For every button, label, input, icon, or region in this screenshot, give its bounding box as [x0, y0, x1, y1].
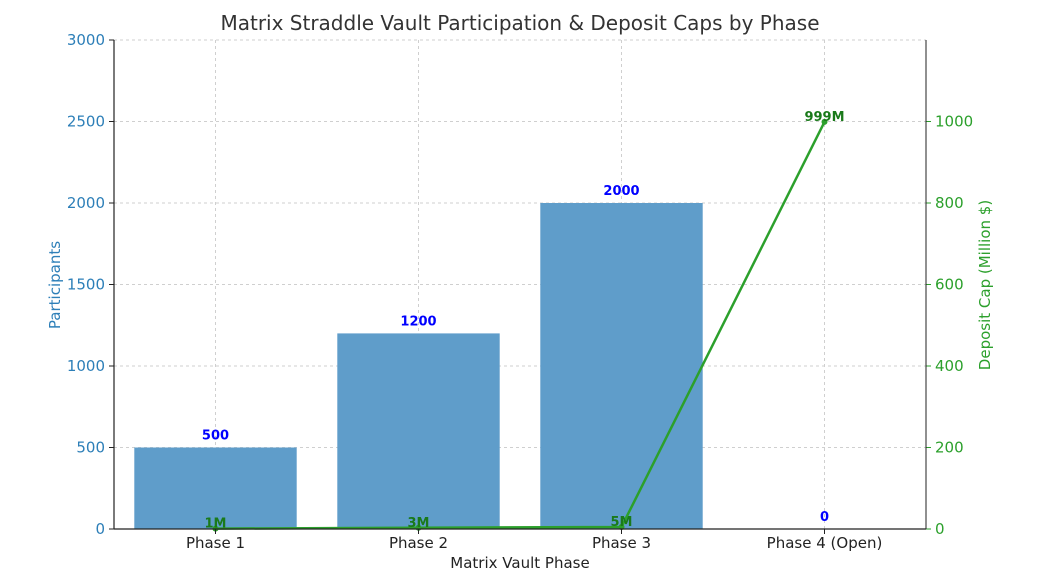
bar-value-label: 1200: [400, 314, 436, 329]
deposit-cap-label: 1M: [205, 517, 227, 532]
x-tick-label: Phase 3: [592, 534, 651, 552]
y-tick-label: 1000: [67, 357, 105, 375]
bar-value-label: 0: [820, 510, 829, 525]
y2-tick-label: 0: [935, 520, 945, 538]
bar-value-label: 500: [202, 429, 229, 444]
x-axis-label: Matrix Vault Phase: [450, 554, 589, 572]
y2-tick-label: 800: [935, 194, 964, 212]
deposit-cap-label: 5M: [611, 515, 633, 530]
x-tick-label: Phase 1: [186, 534, 245, 552]
y-tick-label: 0: [95, 520, 105, 538]
y-tick-label: 1500: [67, 276, 105, 294]
deposit-cap-label: 3M: [408, 516, 430, 531]
x-tick-label: Phase 4 (Open): [767, 534, 883, 552]
line-layer: [212, 118, 828, 532]
y2-axis-label: Deposit Cap (Million $): [976, 200, 994, 370]
deposit-cap-label: 999M: [804, 110, 844, 125]
y-tick-label: 3000: [67, 31, 105, 49]
chart-title: Matrix Straddle Vault Participation & De…: [220, 11, 819, 35]
y2-tick-label: 200: [935, 439, 964, 457]
y2-tick-label: 600: [935, 276, 964, 294]
bar: [134, 447, 297, 529]
bar: [337, 333, 500, 529]
y-tick-label: 2500: [67, 113, 105, 131]
y-axis-label: Participants: [46, 241, 64, 329]
deposit-cap-line: [215, 121, 826, 530]
label-layer: 500 1200 2000 0 1M 3M 5M 999M: [202, 110, 845, 532]
x-tick-label: Phase 2: [389, 534, 448, 552]
bar-value-label: 2000: [603, 184, 639, 199]
bar-layer: [134, 203, 703, 529]
y-tick-label: 500: [76, 439, 105, 457]
y2-tick-label: 400: [935, 357, 964, 375]
y-tick-label: 2000: [67, 194, 105, 212]
bar: [540, 203, 703, 529]
deposit-cap-point: [821, 118, 828, 125]
y2-tick-label: 1000: [935, 113, 973, 131]
